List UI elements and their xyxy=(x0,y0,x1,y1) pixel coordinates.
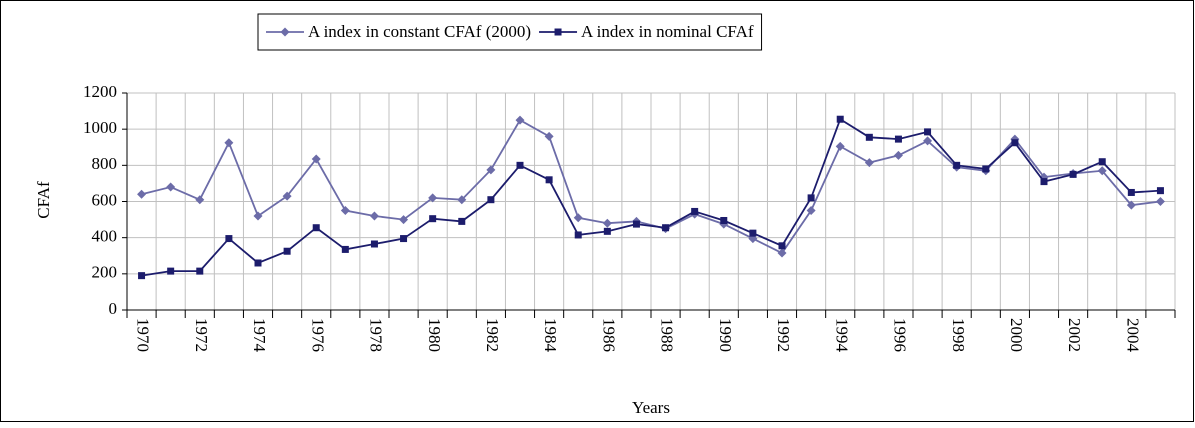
marker xyxy=(515,115,525,125)
marker xyxy=(457,195,467,205)
legend-label: A index in nominal CFAf xyxy=(581,22,754,41)
marker xyxy=(602,218,612,228)
y-tick-label: 800 xyxy=(92,154,118,173)
x-tick-label: 1976 xyxy=(308,318,327,352)
marker xyxy=(544,131,554,141)
y-tick-label: 400 xyxy=(92,227,118,246)
marker xyxy=(865,133,873,141)
marker xyxy=(137,189,147,199)
marker xyxy=(399,215,409,225)
marker xyxy=(370,240,378,248)
x-tick-label: 1990 xyxy=(716,318,735,352)
marker xyxy=(369,211,379,221)
y-tick-label: 600 xyxy=(92,190,118,209)
marker xyxy=(554,28,562,36)
y-tick-label: 0 xyxy=(109,299,118,318)
marker xyxy=(458,217,466,225)
marker xyxy=(924,128,932,136)
marker xyxy=(166,182,176,192)
marker xyxy=(195,195,205,205)
marker xyxy=(1156,187,1164,195)
marker xyxy=(400,235,408,243)
marker xyxy=(516,161,524,169)
y-axis-label: CFAf xyxy=(34,181,53,219)
marker xyxy=(224,138,234,148)
marker xyxy=(283,247,291,255)
marker xyxy=(1155,197,1165,206)
marker xyxy=(253,211,263,221)
marker xyxy=(982,165,990,173)
marker xyxy=(545,176,553,184)
x-tick-label: 1994 xyxy=(832,318,851,353)
marker xyxy=(138,272,146,280)
marker xyxy=(864,158,874,168)
marker xyxy=(806,206,816,216)
x-tick-label: 1982 xyxy=(483,318,502,352)
marker xyxy=(777,248,787,258)
x-tick-label: 1986 xyxy=(599,318,618,352)
marker xyxy=(311,154,321,164)
marker xyxy=(1126,200,1136,210)
x-tick-label: 1972 xyxy=(192,318,211,352)
marker xyxy=(487,196,495,204)
marker xyxy=(574,231,582,239)
marker xyxy=(282,191,292,201)
marker xyxy=(603,227,611,235)
marker xyxy=(691,207,699,215)
marker xyxy=(341,245,349,253)
y-tick-label: 1000 xyxy=(83,118,117,137)
marker xyxy=(196,267,204,275)
x-tick-label: 1996 xyxy=(891,318,910,352)
legend-label: A index in constant CFAf (2000) xyxy=(308,22,531,41)
legend: A index in constant CFAf (2000) A index i… xyxy=(257,13,763,51)
x-tick-label: 1988 xyxy=(658,318,677,352)
marker xyxy=(167,267,175,275)
marker xyxy=(632,220,640,228)
marker xyxy=(1127,188,1135,196)
marker xyxy=(807,194,815,202)
marker xyxy=(893,150,903,160)
marker xyxy=(778,242,786,250)
marker xyxy=(953,161,961,169)
marker xyxy=(662,224,670,232)
legend-box xyxy=(257,13,763,51)
marker xyxy=(720,216,728,224)
marker xyxy=(894,135,902,143)
marker xyxy=(225,235,233,243)
x-tick-label: 2000 xyxy=(1007,318,1026,352)
y-tick-label: 200 xyxy=(92,263,118,282)
marker xyxy=(923,136,933,146)
x-tick-label: 2004 xyxy=(1123,318,1142,353)
x-tick-label: 1974 xyxy=(250,318,269,353)
marker xyxy=(280,27,290,37)
x-tick-label: 1970 xyxy=(134,318,153,352)
marker xyxy=(254,259,262,267)
x-axis-label: Years xyxy=(632,398,670,417)
x-tick-label: 1992 xyxy=(774,318,793,352)
y-tick-label: 1200 xyxy=(83,82,117,101)
marker xyxy=(1040,178,1048,186)
x-tick-label: 1984 xyxy=(541,318,560,353)
marker xyxy=(486,165,496,175)
marker xyxy=(749,229,757,237)
marker xyxy=(573,213,583,223)
marker xyxy=(836,115,844,123)
marker xyxy=(1011,139,1019,147)
marker xyxy=(1097,166,1107,176)
marker xyxy=(1069,170,1077,178)
marker xyxy=(340,206,350,216)
x-tick-label: 2002 xyxy=(1065,318,1084,352)
x-tick-label: 1978 xyxy=(367,318,386,352)
x-tick-label: 1998 xyxy=(949,318,968,352)
marker xyxy=(1098,158,1106,166)
marker xyxy=(428,193,438,203)
x-tick-label: 1980 xyxy=(425,318,444,352)
marker xyxy=(312,224,320,232)
marker xyxy=(835,141,845,151)
series-line xyxy=(141,117,1161,277)
marker xyxy=(429,215,437,223)
